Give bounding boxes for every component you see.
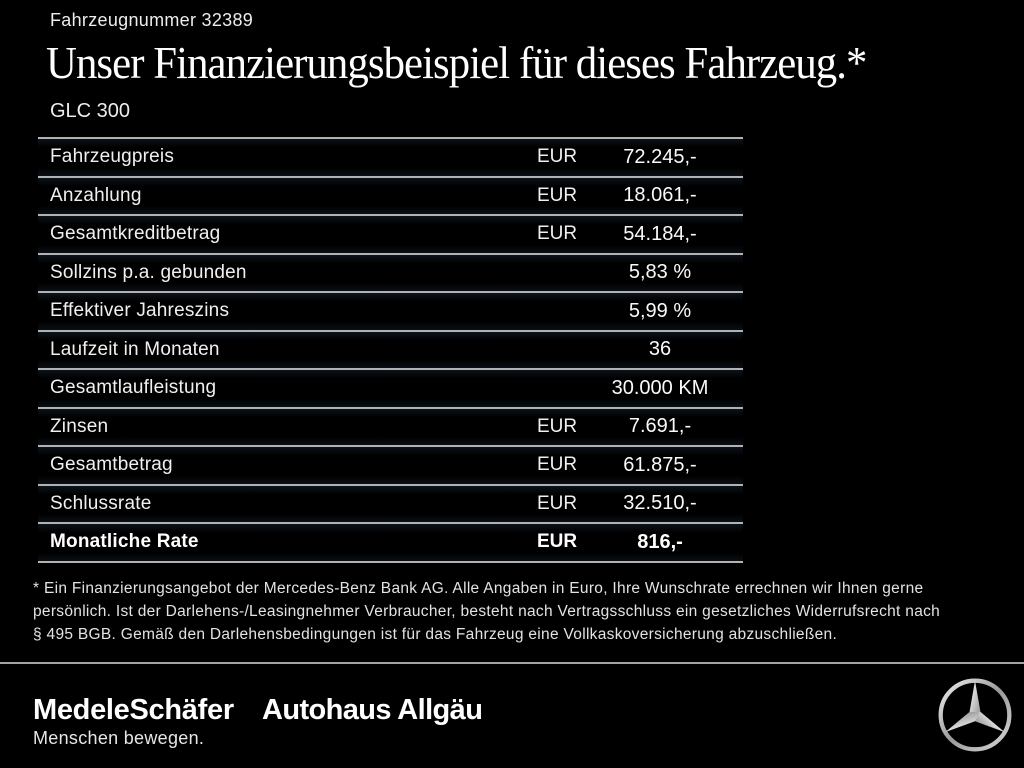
row-value: 54.184,-: [623, 222, 697, 245]
table-row: Zinsen EUR 7.691,-: [38, 406, 743, 445]
row-value: 32.510,-: [623, 492, 697, 515]
table-row: Schlussrate EUR 32.510,-: [38, 483, 743, 522]
row-currency: EUR: [537, 146, 578, 168]
row-value: 72.245,-: [623, 145, 697, 168]
row-label: Schlussrate: [50, 492, 152, 514]
row-value: 5,83 %: [628, 261, 692, 284]
row-label: Sollzins p.a. gebunden: [50, 261, 247, 283]
row-label: Gesamtbetrag: [50, 454, 173, 476]
mercedes-star-icon: [938, 678, 1012, 752]
row-currency: EUR: [537, 454, 578, 476]
footnote-line: § 495 BGB. Gemäß den Darlehensbedingunge…: [33, 626, 838, 643]
table-row: Gesamtlaufleistung 30.000 KM: [38, 368, 743, 407]
table-row: Laufzeit in Monaten 36: [38, 329, 743, 368]
vehicle-number: Fahrzeugnummer 32389: [50, 10, 254, 30]
page-title: Unser Finanzierungsbeispiel für dieses F…: [46, 37, 867, 88]
row-value: 61.875,-: [623, 453, 697, 476]
footnote-line: * Ein Finanzierungsangebot der Mercedes-…: [33, 580, 924, 597]
row-value: 816,-: [637, 530, 683, 553]
row-label: Zinsen: [50, 415, 109, 437]
row-label: Laufzeit in Monaten: [50, 338, 220, 360]
row-label: Anzahlung: [50, 184, 142, 206]
row-value: 5,99 %: [628, 299, 692, 322]
row-currency: EUR: [537, 223, 578, 245]
row-value: 18.061,-: [623, 184, 697, 207]
row-label: Gesamtkreditbetrag: [50, 223, 221, 245]
financing-table: Fahrzeugpreis EUR 72.245,- Anzahlung EUR…: [38, 137, 743, 563]
table-row: Effektiver Jahreszins 5,99 %: [38, 291, 743, 330]
table-row: Fahrzeugpreis EUR 72.245,-: [38, 137, 743, 176]
row-value: 36: [648, 338, 672, 361]
table-row: Sollzins p.a. gebunden 5,83 %: [38, 252, 743, 291]
dealer-slogan: Menschen bewegen.: [33, 728, 205, 748]
row-label: Monatliche Rate: [50, 531, 199, 553]
row-currency: EUR: [537, 184, 578, 206]
row-label: Fahrzeugpreis: [50, 146, 175, 168]
vehicle-model: GLC 300: [50, 100, 131, 122]
footer-divider: [0, 662, 1024, 664]
row-currency: EUR: [537, 415, 578, 437]
legal-footnote: * Ein Finanzierungsangebot der Mercedes-…: [33, 577, 1018, 646]
table-row: Gesamtkreditbetrag EUR 54.184,-: [38, 214, 743, 253]
table-row: Gesamtbetrag EUR 61.875,-: [38, 445, 743, 484]
dealer-logo-text: MedeleSchäfer: [33, 694, 234, 726]
table-row-monthly-rate: Monatliche Rate EUR 816,-: [38, 522, 743, 561]
row-label: Effektiver Jahreszins: [50, 300, 230, 322]
row-currency: EUR: [537, 492, 578, 514]
footnote-line: persönlich. Ist der Darlehens-/Leasingne…: [33, 603, 941, 620]
row-value: 7.691,-: [628, 415, 692, 438]
row-label: Gesamtlaufleistung: [50, 377, 217, 399]
dealer-name-text: Autohaus Allgäu: [262, 694, 483, 726]
table-row: Anzahlung EUR 18.061,-: [38, 175, 743, 214]
row-value: 30.000 KM: [611, 376, 709, 399]
row-currency: EUR: [537, 531, 578, 553]
